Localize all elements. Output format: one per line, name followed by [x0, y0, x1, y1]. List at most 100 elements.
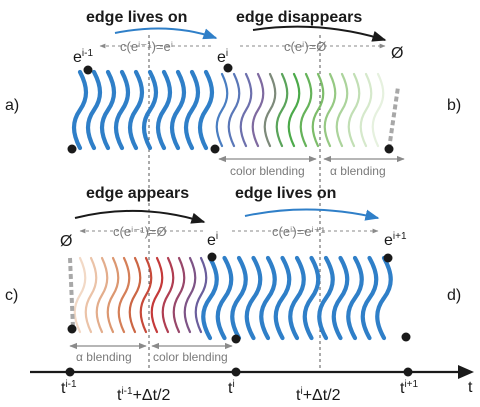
panel-b-curves: [215, 72, 385, 148]
edge-stroke: [71, 69, 89, 151]
edge-stroke: [117, 256, 131, 334]
edge-stroke: [359, 72, 373, 148]
tick-t-i: ti: [228, 379, 235, 397]
caption-edge-lives-on-bottom: edge lives on: [235, 185, 336, 202]
time-tick-dot: [65, 367, 75, 377]
time-axis-arrowhead: [458, 365, 474, 379]
edge-stroke: [347, 72, 361, 148]
endpoint-dot: [67, 324, 77, 334]
edge-stroke: [335, 72, 349, 148]
node-empty-bottom: Ø: [60, 233, 72, 250]
fade-link-c: [68, 257, 75, 329]
edge-stroke: [302, 255, 321, 341]
edge-stroke: [346, 255, 364, 341]
panel-c-curves: [73, 256, 208, 334]
endpoint-dot: [207, 252, 217, 262]
panel-label-a: a): [5, 97, 19, 114]
edge-stroke: [239, 72, 253, 148]
arrow-disappears: [252, 25, 387, 42]
relation-bottom-left: c(eⁱ⁻¹)=Ø: [113, 224, 167, 239]
edge-stroke: [155, 69, 173, 151]
edge-stroke: [215, 255, 234, 341]
label-alpha-blending-top: α blending: [330, 164, 386, 178]
label-color-blending-top: color blending: [230, 164, 305, 178]
panel-a-curves: [71, 69, 215, 151]
edge-stroke: [215, 72, 229, 148]
node-empty-top: Ø: [391, 45, 403, 62]
node-e-prev: ei-1: [73, 48, 93, 66]
endpoint-dot: [83, 65, 93, 75]
relation-top-left: c(eⁱ⁻¹)=eⁱ: [120, 39, 173, 54]
tick-t-i-half: ti+Δt/2: [296, 386, 341, 404]
edge-stroke: [169, 69, 187, 151]
node-e-i-bottom: ei: [207, 231, 218, 249]
edge-stroke: [317, 255, 335, 341]
caption-edge-lives-on-top: edge lives on: [86, 9, 187, 26]
time-axis-label: t: [468, 379, 473, 396]
arrow-appears: [74, 209, 206, 224]
tick-t-next: ti+1: [400, 379, 419, 397]
edge-stroke: [273, 255, 292, 341]
edge-stroke: [259, 255, 277, 341]
edge-stroke: [331, 255, 350, 341]
edge-stroke: [85, 69, 103, 151]
panel-d-curves: [201, 255, 393, 341]
endpoint-dot: [210, 144, 220, 154]
edge-stroke: [201, 255, 219, 341]
label-color-blending-bottom: color blending: [153, 350, 228, 364]
edge-stroke: [84, 256, 98, 334]
edge-stroke: [139, 256, 153, 334]
caption-edge-disappears: edge disappears: [236, 9, 362, 26]
tick-t-prev-half: ti-1+Δt/2: [117, 386, 171, 404]
endpoint-dot: [401, 332, 411, 342]
edge-stroke: [183, 256, 197, 334]
edge-stroke: [230, 255, 248, 341]
tick-t-prev: ti-1: [61, 379, 77, 397]
edge-stroke: [360, 255, 379, 341]
edge-stroke: [287, 72, 301, 148]
panel-label-b: b): [447, 97, 461, 114]
relation-bottom-right: c(eⁱ)=eⁱ⁺¹: [272, 224, 326, 239]
edge-stroke: [194, 256, 208, 334]
edge-stroke: [127, 69, 145, 151]
edge-stroke: [371, 72, 385, 148]
edge-stroke: [299, 72, 313, 148]
endpoint-dot: [223, 63, 233, 73]
endpoint-dot: [231, 334, 241, 344]
panel-label-c: c): [5, 287, 18, 304]
edge-stroke: [263, 72, 277, 148]
edge-stroke: [172, 256, 186, 334]
edge-stroke: [323, 72, 337, 148]
endpoint-dot: [67, 144, 77, 154]
edge-stroke: [99, 69, 117, 151]
fade-link-b: [387, 86, 400, 150]
edge-stroke: [311, 72, 325, 148]
panel-label-d: d): [447, 287, 461, 304]
node-e-next: ei+1: [384, 231, 407, 249]
edge-stroke: [150, 256, 164, 334]
edge-stroke: [197, 69, 215, 151]
edge-stroke: [244, 255, 263, 341]
edge-stroke: [113, 69, 131, 151]
edge-stroke: [183, 69, 201, 151]
endpoint-dot: [383, 253, 393, 263]
edge-stroke: [141, 69, 159, 151]
edge-stroke: [275, 72, 289, 148]
label-alpha-blending-bottom: α blending: [76, 350, 132, 364]
endpoint-dot: [384, 144, 394, 154]
arrow-lives-on-bottom: [244, 208, 380, 221]
caption-edge-appears: edge appears: [86, 185, 189, 202]
edge-stroke: [128, 256, 142, 334]
time-tick-dot: [403, 367, 413, 377]
edge-stroke: [161, 256, 175, 334]
edge-stroke: [375, 255, 393, 341]
relation-top-right: c(eⁱ)=Ø: [284, 39, 326, 54]
edge-stroke: [106, 256, 120, 334]
arrow-lives-on-top: [114, 27, 218, 40]
node-e-i-top: ei: [217, 48, 228, 66]
time-tick-dot: [231, 367, 241, 377]
edge-stroke: [73, 256, 87, 334]
edge-stroke: [251, 72, 265, 148]
edge-stroke: [227, 72, 241, 148]
